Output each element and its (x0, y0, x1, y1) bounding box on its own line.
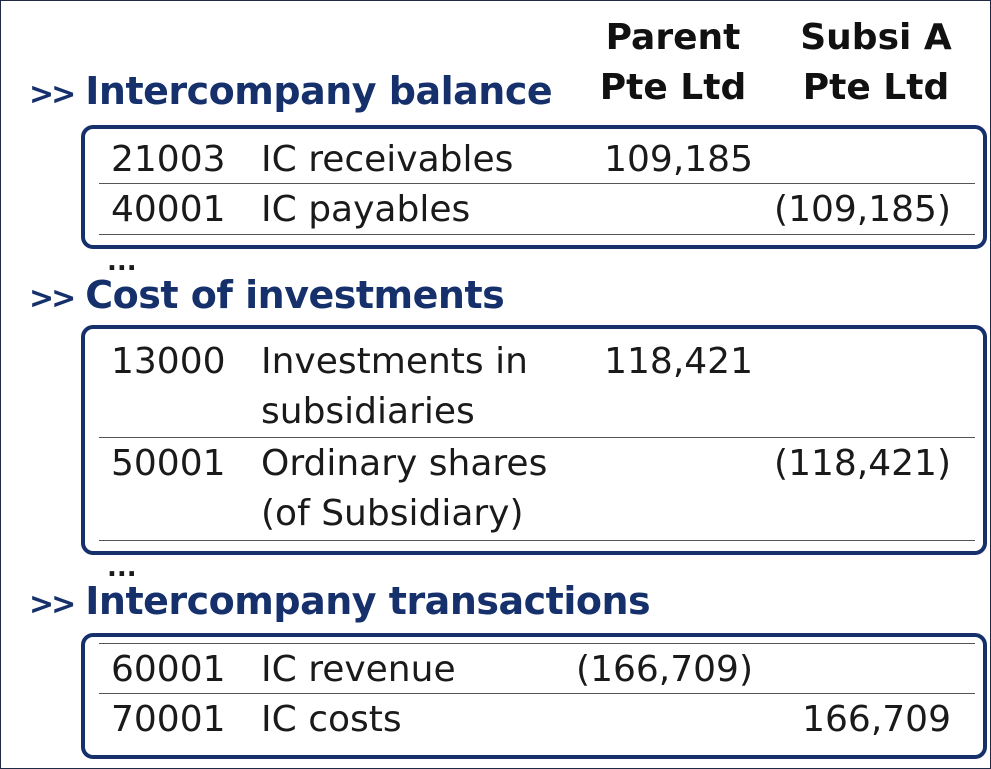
account-description-line2: subsidiaries (261, 391, 475, 432)
column-header-subsi-line1: Subsi A (800, 17, 952, 58)
account-description-line1: Investments in (261, 341, 528, 382)
row-divider (99, 437, 975, 438)
account-description: IC receivables (261, 139, 514, 180)
section-box-intercompany-balance: 21003 IC receivables 109,185 40001 IC pa… (81, 125, 987, 249)
section-title-text: Intercompany transactions (85, 579, 651, 623)
account-code: 13000 (111, 341, 226, 382)
account-description: IC payables (261, 189, 471, 230)
section-title-intercompany-balance: >> Intercompany balance (29, 69, 553, 113)
subsi-amount: 166,709 (802, 699, 951, 740)
account-description: Investments in subsidiaries (261, 337, 528, 437)
subsi-amount: (109,185) (774, 189, 951, 230)
column-header-parent-line1: Parent (605, 17, 741, 58)
account-description-line1: Ordinary shares (261, 443, 548, 484)
account-code: 50001 (111, 443, 226, 484)
subsi-amount: (118,421) (774, 443, 951, 484)
section-title-text: Intercompany balance (85, 69, 553, 113)
column-header-subsi-line2: Pte Ltd (802, 67, 950, 108)
ellipsis: ... (107, 247, 137, 277)
section-title-intercompany-transactions: >> Intercompany transactions (29, 579, 651, 623)
account-code: 21003 (111, 139, 226, 180)
account-code: 40001 (111, 189, 226, 230)
chevron-icon: >> (29, 77, 76, 112)
column-header-parent-line2: Pte Ltd (599, 67, 747, 108)
column-header-parent: Parent Pte Ltd (593, 13, 753, 113)
chevron-icon: >> (29, 281, 76, 316)
table-row: 50001 Ordinary shares (of Subsidiary) (1… (99, 439, 975, 539)
ellipsis: ... (107, 553, 137, 583)
column-header-subsi: Subsi A Pte Ltd (791, 13, 961, 113)
parent-amount: (166,709) (576, 649, 753, 690)
account-description-line2: (of Subsidiary) (261, 493, 524, 534)
row-divider (99, 540, 975, 541)
row-divider (99, 643, 975, 644)
account-code: 60001 (111, 649, 226, 690)
section-box-cost-of-investments: 13000 Investments in subsidiaries 118,42… (81, 325, 987, 555)
row-divider (99, 693, 975, 694)
parent-amount: 118,421 (604, 341, 753, 382)
chevron-icon: >> (29, 587, 76, 622)
section-title-cost-of-investments: >> Cost of investments (29, 273, 505, 317)
parent-amount: 109,185 (604, 139, 753, 180)
table-row: 13000 Investments in subsidiaries 118,42… (99, 337, 975, 437)
account-description: Ordinary shares (of Subsidiary) (261, 439, 547, 539)
row-divider (99, 234, 975, 235)
section-box-intercompany-transactions: 60001 IC revenue (166,709) 70001 IC cost… (81, 633, 987, 759)
section-title-text: Cost of investments (85, 273, 505, 317)
account-description: IC costs (261, 699, 402, 740)
account-code: 70001 (111, 699, 226, 740)
row-divider (99, 183, 975, 184)
account-description: IC revenue (261, 649, 456, 690)
